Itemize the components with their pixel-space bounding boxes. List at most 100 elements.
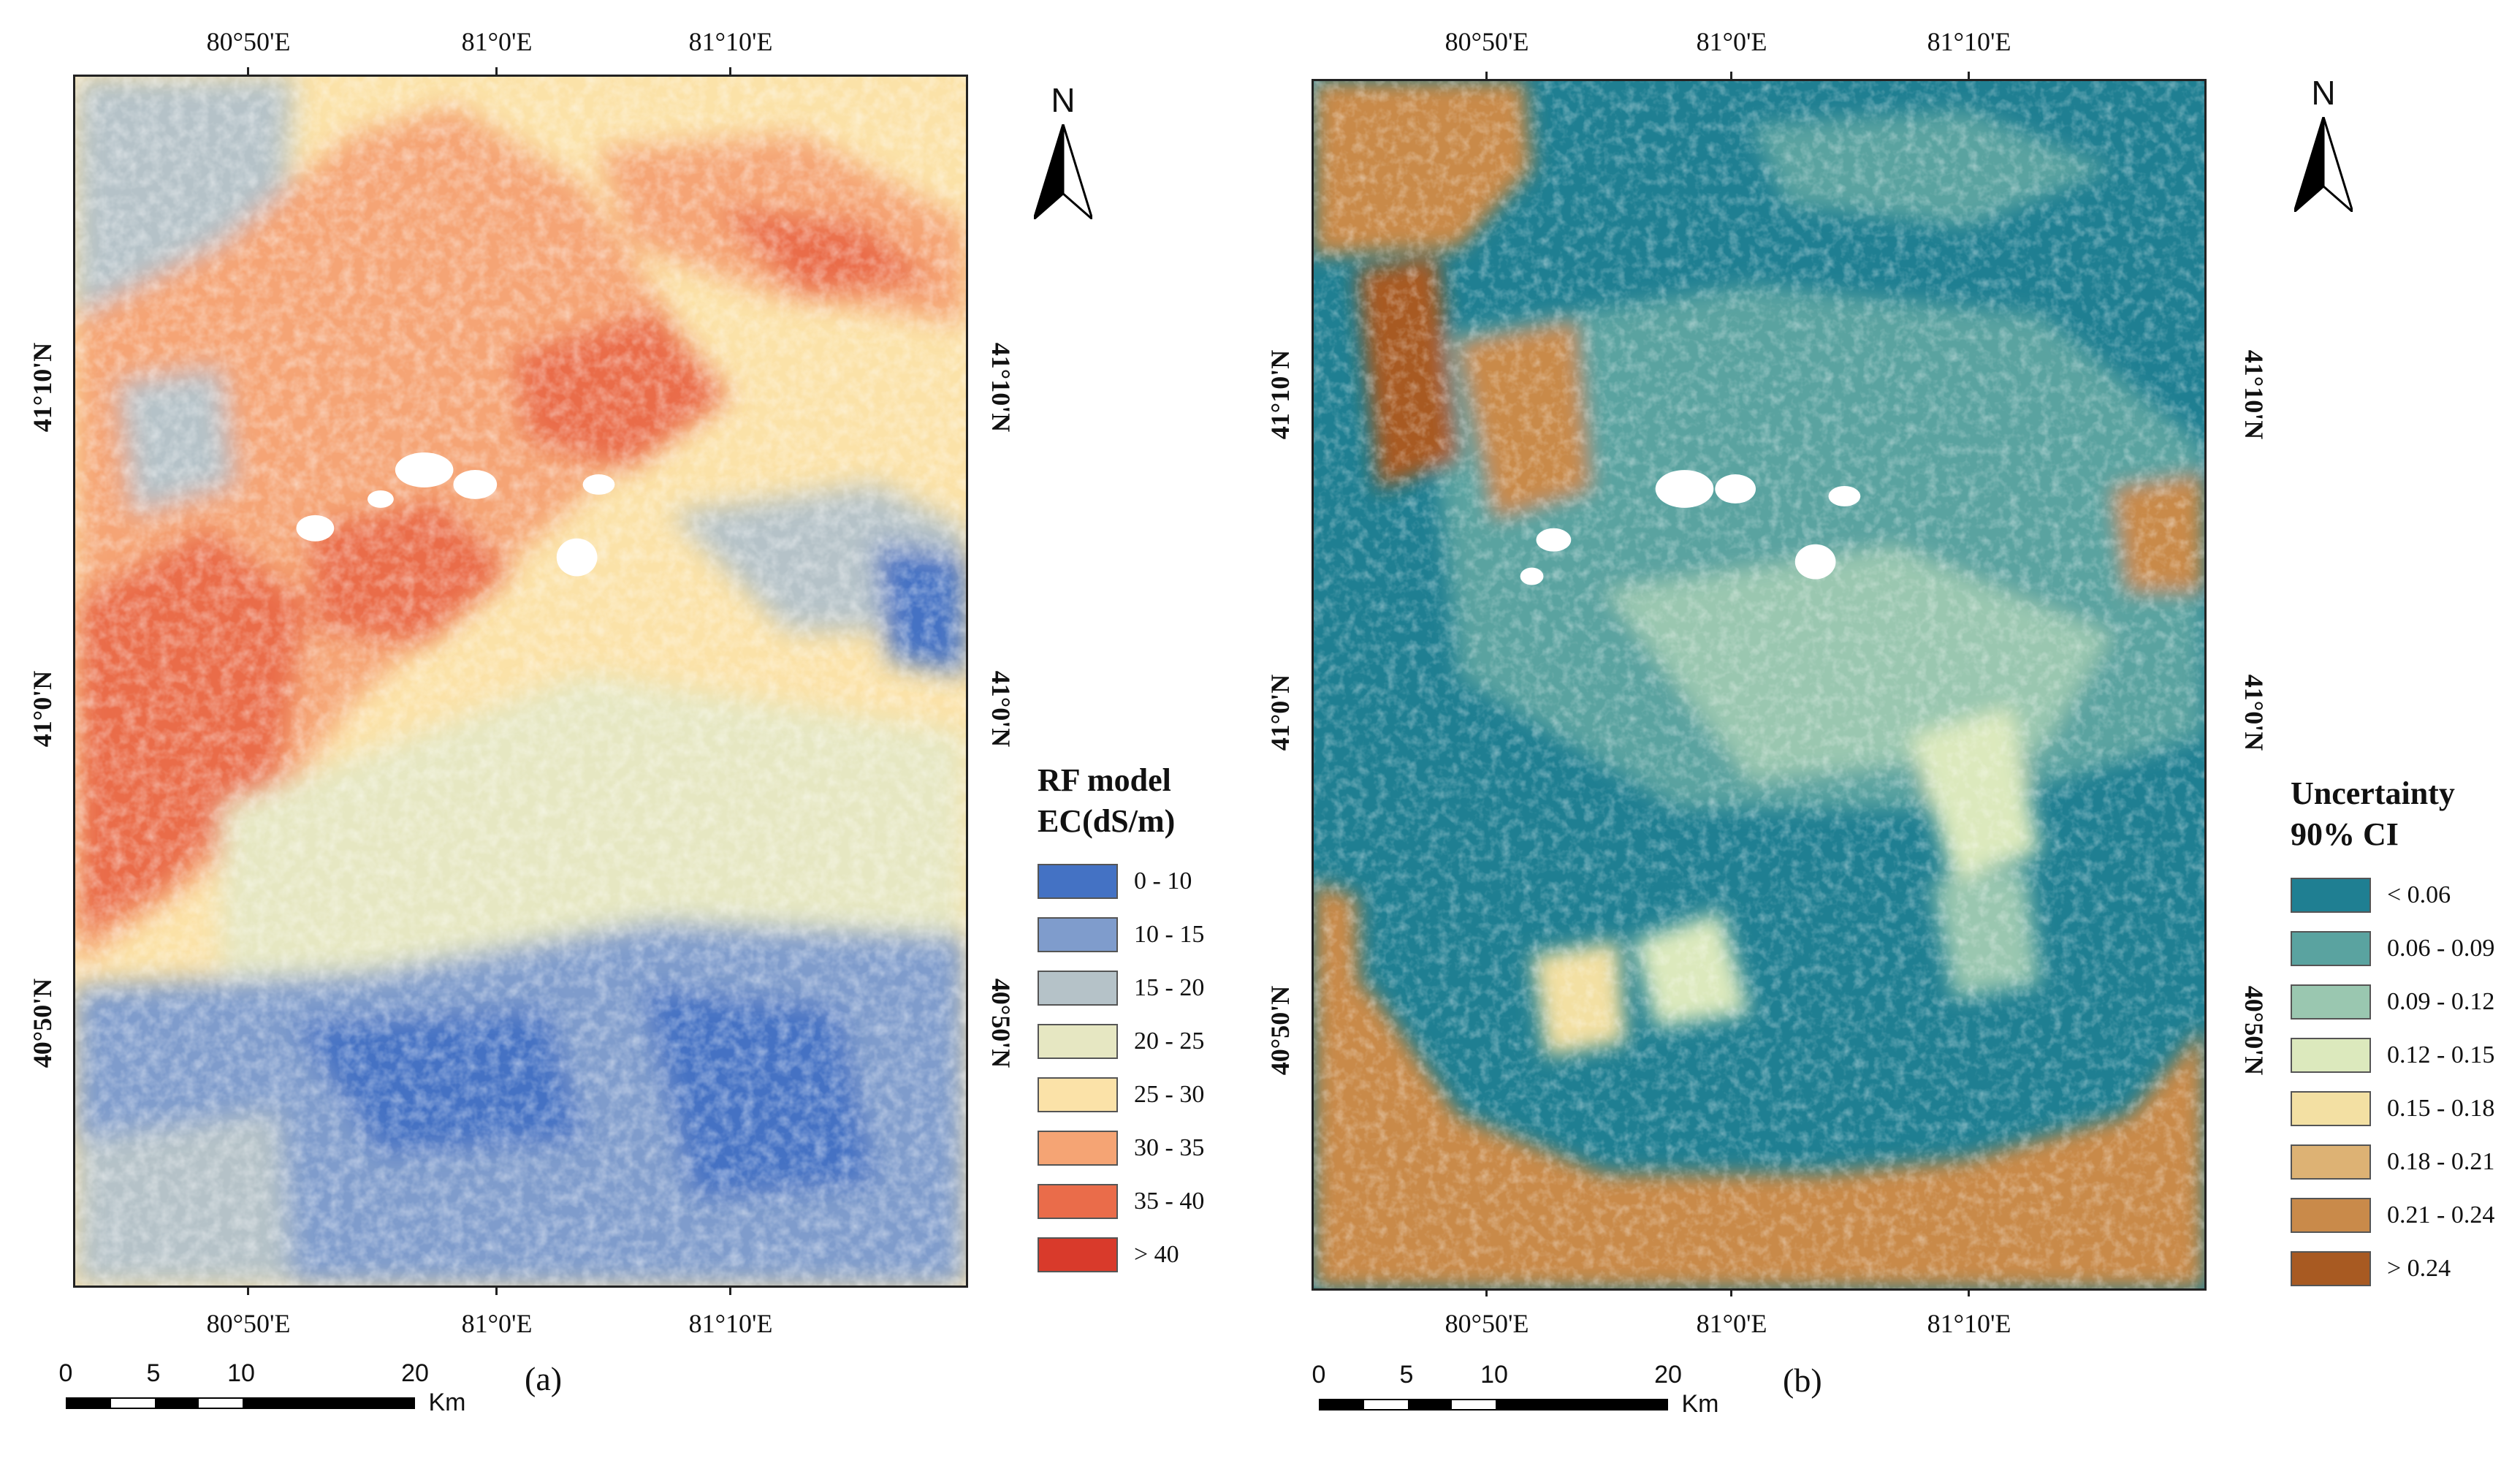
panel-label-a: (a) xyxy=(525,1360,563,1397)
tick-mark xyxy=(1968,72,1970,80)
legend-item: 10 - 15 xyxy=(1038,914,1204,955)
legend-label: 0.15 - 0.18 xyxy=(2387,1095,2495,1122)
lon-label-bottom: 81°10'E xyxy=(688,1309,773,1338)
lon-label-top: 80°50'E xyxy=(1444,27,1529,56)
legend-label: 35 - 40 xyxy=(1134,1188,1205,1215)
legend-item: > 40 xyxy=(1038,1234,1179,1275)
north-arrow: N xyxy=(1019,80,1107,227)
legend-item: 30 - 35 xyxy=(1038,1128,1204,1169)
lat-label-left: 41°0'N xyxy=(28,670,57,748)
north-label: N xyxy=(2311,74,2336,112)
legend-label: 10 - 15 xyxy=(1134,921,1205,948)
tick-mark xyxy=(729,1286,731,1295)
scale-tick-label: 20 xyxy=(401,1359,429,1387)
legend-label: > 40 xyxy=(1134,1241,1179,1268)
legend-swatch xyxy=(1038,1131,1118,1166)
legend-title: RF model xyxy=(1038,762,1171,798)
legend-swatch xyxy=(1038,1237,1118,1272)
legend-swatch xyxy=(1038,917,1118,952)
lat-label-right: 40°50'N xyxy=(2239,985,2269,1076)
scale-tick-label: 5 xyxy=(1399,1361,1414,1389)
lat-label-right: 41°10'N xyxy=(2239,349,2269,440)
tick-mark xyxy=(495,67,498,76)
lat-label-left: 40°50'N xyxy=(1265,985,1295,1076)
legend-label: 0.18 - 0.21 xyxy=(2387,1148,2495,1175)
lon-label-bottom: 80°50'E xyxy=(206,1309,291,1338)
legend-label: 30 - 35 xyxy=(1134,1134,1205,1161)
legend-label: 0.09 - 0.12 xyxy=(2387,988,2495,1015)
lon-label-top: 81°0'E xyxy=(461,27,533,56)
lon-label-top: 81°0'E xyxy=(1696,27,1767,56)
ec-salinity-map xyxy=(73,75,968,1288)
legend-swatch xyxy=(1038,1077,1118,1112)
legend-item: 0 - 10 xyxy=(1038,861,1192,902)
scale-bar-b: 0 5 10 20 Km xyxy=(1312,1361,1719,1419)
scale-tick-label: 5 xyxy=(146,1359,161,1387)
scale-tick-label: 0 xyxy=(1312,1361,1326,1389)
lat-label-right: 41°0'N xyxy=(2239,674,2269,751)
tick-mark xyxy=(1730,72,1732,80)
scale-bar-graphic xyxy=(66,1397,415,1409)
legend-item: 20 - 25 xyxy=(1038,1021,1204,1062)
legend-title: 90% CI xyxy=(2291,816,2399,852)
legend-label: 0.06 - 0.09 xyxy=(2387,935,2495,962)
legend-item: 15 - 20 xyxy=(1038,968,1204,1009)
legend-item: 0.12 - 0.15 xyxy=(2291,1035,2494,1076)
legend-swatch xyxy=(1038,1184,1118,1219)
legend-label: 0.12 - 0.15 xyxy=(2387,1041,2495,1068)
north-label: N xyxy=(1051,81,1076,119)
tick-mark xyxy=(247,67,249,76)
lat-label-left: 41°10'N xyxy=(1265,349,1295,440)
legend-swatch xyxy=(2291,1144,2371,1180)
legend-swatch xyxy=(2291,984,2371,1020)
legend-item: 0.15 - 0.18 xyxy=(2291,1088,2494,1129)
legend-swatch xyxy=(2291,1198,2371,1233)
lat-label-left: 40°50'N xyxy=(28,978,57,1068)
lon-label-bottom: 81°10'E xyxy=(1927,1309,2011,1338)
lon-label-top: 80°50'E xyxy=(206,27,291,56)
scale-tick-label: 0 xyxy=(58,1359,73,1387)
scale-unit: Km xyxy=(1681,1390,1719,1418)
legend-swatch xyxy=(1038,864,1118,899)
legend-swatch xyxy=(2291,931,2371,966)
legend-label: < 0.06 xyxy=(2387,881,2451,908)
legend-item: 0.18 - 0.21 xyxy=(2291,1142,2494,1182)
lat-label-right: 40°50'N xyxy=(986,978,1016,1068)
legend-label: 0.21 - 0.24 xyxy=(2387,1201,2495,1229)
legend-item: 0.09 - 0.12 xyxy=(2291,982,2494,1022)
legend-label: 25 - 30 xyxy=(1134,1081,1205,1108)
tick-mark xyxy=(1730,1288,1732,1296)
legend-swatch xyxy=(1038,1024,1118,1059)
scale-tick-label: 10 xyxy=(1480,1361,1508,1389)
tick-mark xyxy=(247,1286,249,1295)
lon-label-bottom: 81°0'E xyxy=(461,1309,533,1338)
scale-tick-label: 20 xyxy=(1654,1361,1682,1389)
tick-mark xyxy=(1485,1288,1488,1296)
lat-label-right: 41°0'N xyxy=(986,670,1016,748)
lon-label-bottom: 80°50'E xyxy=(1444,1309,1529,1338)
legend-item: 25 - 30 xyxy=(1038,1074,1204,1115)
legend-swatch xyxy=(1038,971,1118,1006)
legend-item: 0.21 - 0.24 xyxy=(2291,1195,2494,1236)
scale-unit: Km xyxy=(428,1389,466,1416)
tick-mark xyxy=(1968,1288,1970,1296)
uncertainty-map xyxy=(1312,79,2207,1291)
legend-swatch xyxy=(2291,878,2371,913)
lat-label-left: 41°0'N xyxy=(1265,674,1295,751)
scale-tick-label: 10 xyxy=(227,1359,255,1387)
scale-bar-a: 0 5 10 20 Km xyxy=(59,1359,466,1418)
legend-item: > 0.24 xyxy=(2291,1248,2451,1289)
legend-label: > 0.24 xyxy=(2387,1255,2451,1282)
legend-swatch xyxy=(2291,1251,2371,1286)
tick-mark xyxy=(1485,72,1488,80)
scale-bar-graphic xyxy=(1319,1399,1668,1410)
north-arrow: N xyxy=(2280,73,2367,219)
north-arrow-icon xyxy=(1034,124,1092,219)
legend-swatch xyxy=(2291,1038,2371,1073)
legend-title: Uncertainty xyxy=(2291,775,2455,811)
legend-label: 0 - 10 xyxy=(1134,867,1192,895)
legend-item: 0.06 - 0.09 xyxy=(2291,928,2494,969)
north-arrow-icon xyxy=(2294,117,2353,212)
lon-label-bottom: 81°0'E xyxy=(1696,1309,1767,1338)
lat-label-right: 41°10'N xyxy=(986,342,1016,433)
